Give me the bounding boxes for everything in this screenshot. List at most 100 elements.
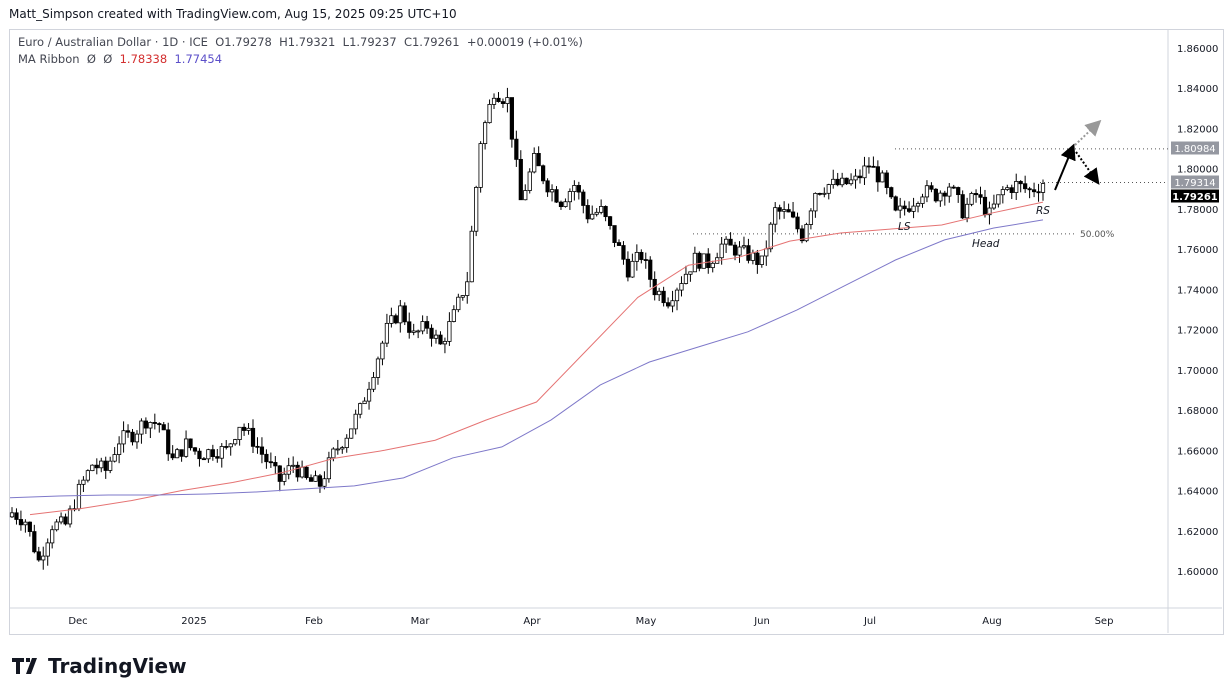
candle-body xyxy=(469,230,474,283)
tradingview-logo[interactable]: TradingView xyxy=(12,654,187,678)
candle-body xyxy=(286,465,291,475)
pattern-label: Head xyxy=(972,238,1000,250)
candle-body xyxy=(871,165,876,168)
candle-body xyxy=(157,423,162,426)
candles xyxy=(9,87,1046,570)
candle-body xyxy=(862,165,867,179)
breakout-arrow xyxy=(1074,119,1102,146)
x-tick-label: Sep xyxy=(1095,616,1114,627)
candle-body xyxy=(192,447,198,452)
candle-body xyxy=(902,205,907,210)
candle-body xyxy=(474,186,479,232)
candle-body xyxy=(701,253,706,269)
candle-body xyxy=(804,224,809,242)
candle-body xyxy=(18,519,24,526)
candle-body xyxy=(1040,183,1046,193)
candle-body xyxy=(607,216,613,226)
candle-body xyxy=(965,203,970,219)
candle-body xyxy=(134,433,140,443)
indicator-name[interactable]: MA Ribbon xyxy=(18,52,80,66)
candle-body xyxy=(112,454,117,462)
candle-body xyxy=(634,251,639,262)
candle-body xyxy=(768,223,773,250)
ohlc-high: H1.79321 xyxy=(279,35,336,49)
y-tick-label: 1.84000 xyxy=(1177,84,1218,95)
candle-body xyxy=(108,460,113,471)
candle-body xyxy=(808,210,814,225)
candle-body xyxy=(183,438,189,457)
symbol-name[interactable]: Euro / Australian Dollar · 1D · ICE xyxy=(18,35,208,49)
y-tick-label: 1.64000 xyxy=(1177,487,1218,498)
ma2-value: 1.77454 xyxy=(174,52,223,66)
candle-body xyxy=(121,430,126,445)
candle-body xyxy=(478,143,483,188)
candle-body xyxy=(929,185,934,190)
candle-body xyxy=(639,251,644,260)
candle-body xyxy=(683,273,689,284)
candle-body xyxy=(822,192,827,195)
candle-body xyxy=(679,283,684,291)
candle-body xyxy=(335,448,340,451)
candle-body xyxy=(460,295,465,298)
candle-body xyxy=(563,201,568,208)
y-tick-label: 1.80000 xyxy=(1177,165,1218,176)
candle-body xyxy=(85,470,90,481)
candle-body xyxy=(790,211,796,218)
candle-body xyxy=(326,457,331,480)
candle-body xyxy=(987,207,992,216)
candle-body xyxy=(585,205,590,220)
candle-body xyxy=(438,334,443,345)
candle-body xyxy=(331,448,336,459)
candle-body xyxy=(125,430,131,433)
candle-body xyxy=(166,429,171,455)
candle-body xyxy=(224,446,229,448)
candle-body xyxy=(384,322,390,344)
x-tick-label: Feb xyxy=(305,616,323,627)
candle-body xyxy=(1023,183,1028,190)
candle-body xyxy=(215,456,220,459)
y-tick-label: 1.78000 xyxy=(1177,205,1218,216)
candle-body xyxy=(933,188,938,202)
candle-body xyxy=(960,194,965,219)
candle-body xyxy=(420,321,425,332)
candle-body xyxy=(1018,181,1023,185)
candle-body xyxy=(576,185,581,193)
candle-body xyxy=(27,521,32,532)
candle-body xyxy=(1027,188,1032,191)
candle-body xyxy=(407,321,412,333)
candle-body xyxy=(219,446,224,459)
candle-body xyxy=(1005,187,1010,190)
candle-body xyxy=(518,158,523,201)
candle-body xyxy=(541,165,546,182)
candle-body xyxy=(710,262,715,269)
candle-body xyxy=(840,177,845,186)
candle-body xyxy=(491,97,497,105)
candle-body xyxy=(23,521,28,526)
candle-body xyxy=(322,478,327,487)
price-label: 1.80984 xyxy=(1174,144,1215,155)
x-tick-label: Jun xyxy=(753,616,770,627)
candle-body xyxy=(340,447,345,450)
candle-body xyxy=(465,281,470,296)
candle-body xyxy=(246,427,251,431)
candle-body xyxy=(889,187,894,198)
candle-body xyxy=(103,460,108,471)
candle-body xyxy=(1036,191,1041,194)
ma2-line xyxy=(9,219,1044,499)
candle-body xyxy=(907,208,912,212)
candle-body xyxy=(295,464,300,478)
candle-body xyxy=(250,427,256,447)
y-tick-label: 1.60000 xyxy=(1177,567,1218,578)
candle-body xyxy=(688,271,693,275)
y-tick-label: 1.74000 xyxy=(1177,285,1218,296)
y-tick-label: 1.66000 xyxy=(1177,446,1218,457)
candle-body xyxy=(741,245,747,248)
candle-body xyxy=(371,377,376,390)
candle-body xyxy=(54,521,59,531)
candle-body xyxy=(442,341,448,345)
candle-body xyxy=(1009,187,1014,193)
candle-body xyxy=(532,153,537,173)
candle-body xyxy=(590,213,595,220)
candle-body xyxy=(795,216,800,230)
